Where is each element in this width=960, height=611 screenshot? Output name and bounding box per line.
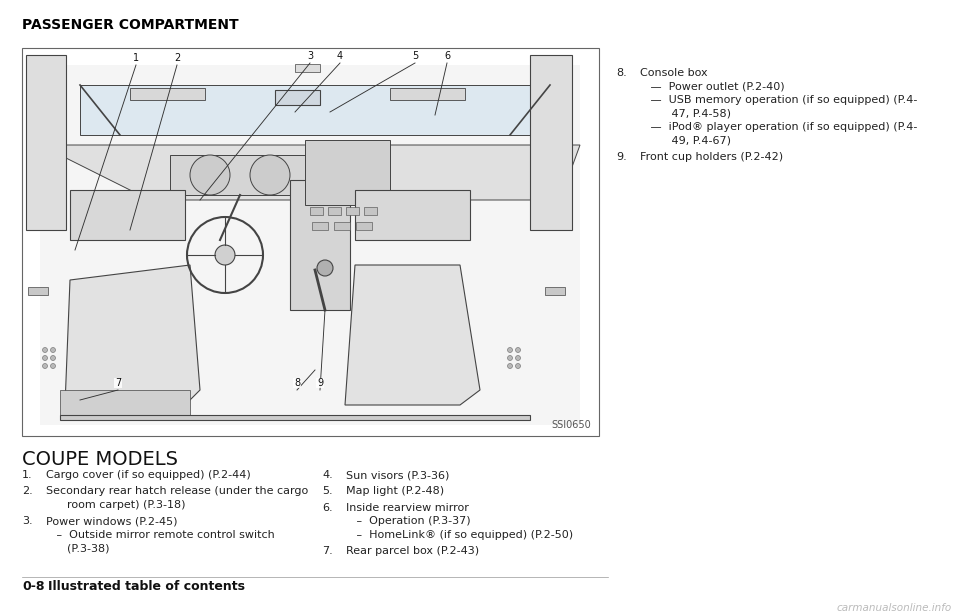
Text: 47, P.4-58): 47, P.4-58) (640, 109, 731, 119)
Bar (312, 222, 328, 230)
Text: Illustrated table of contents: Illustrated table of contents (48, 580, 245, 593)
Text: 8.: 8. (616, 68, 627, 78)
Bar (26, 55, 66, 230)
Text: —  Power outlet (P.2-40): — Power outlet (P.2-40) (640, 81, 784, 92)
Text: 0-8: 0-8 (22, 580, 44, 593)
Circle shape (508, 356, 513, 360)
Circle shape (516, 356, 520, 360)
Bar (60, 415, 530, 420)
Text: –  Operation (P.3-37): – Operation (P.3-37) (346, 516, 470, 527)
Text: Cargo cover (if so equipped) (P.2-44): Cargo cover (if so equipped) (P.2-44) (46, 470, 251, 480)
Circle shape (516, 364, 520, 368)
Text: 2.: 2. (22, 486, 33, 497)
Text: 1.: 1. (22, 470, 33, 480)
Text: room carpet) (P.3-18): room carpet) (P.3-18) (46, 500, 185, 510)
Bar (28, 287, 48, 295)
Circle shape (42, 348, 47, 353)
Circle shape (508, 364, 513, 368)
Text: 9: 9 (317, 378, 324, 388)
Circle shape (51, 356, 56, 360)
Text: Console box: Console box (640, 68, 708, 78)
Bar (170, 155, 310, 195)
Bar (22, 48, 599, 436)
Bar (60, 390, 190, 415)
Text: (P.3-38): (P.3-38) (46, 544, 109, 554)
Circle shape (317, 260, 333, 276)
Bar (355, 190, 470, 240)
Bar (328, 207, 341, 215)
Circle shape (215, 245, 235, 265)
Circle shape (516, 348, 520, 353)
Bar (530, 55, 572, 230)
Polygon shape (80, 85, 550, 135)
Text: 6.: 6. (322, 503, 332, 513)
Text: Inside rearview mirror: Inside rearview mirror (346, 503, 468, 513)
Text: 4: 4 (337, 51, 343, 61)
Circle shape (42, 356, 47, 360)
Bar (346, 207, 359, 215)
Text: 5: 5 (412, 51, 419, 61)
Text: Secondary rear hatch release (under the cargo: Secondary rear hatch release (under the … (46, 486, 308, 497)
Text: Power windows (P.2-45): Power windows (P.2-45) (46, 516, 178, 527)
Circle shape (508, 348, 513, 353)
Text: 2: 2 (174, 53, 180, 63)
Text: 1: 1 (132, 53, 139, 63)
Bar (390, 88, 465, 100)
Text: Front cup holders (P.2-42): Front cup holders (P.2-42) (640, 152, 783, 162)
Text: 3: 3 (307, 51, 313, 61)
Text: 3.: 3. (22, 516, 33, 527)
Bar (290, 180, 350, 310)
Bar (310, 207, 323, 215)
Circle shape (42, 364, 47, 368)
Polygon shape (345, 265, 480, 405)
Bar (275, 90, 320, 105)
Text: 7.: 7. (322, 546, 333, 557)
Circle shape (190, 155, 230, 195)
Text: 49, P.4-67): 49, P.4-67) (640, 136, 731, 145)
Text: 7: 7 (115, 378, 121, 388)
Circle shape (250, 155, 290, 195)
Text: 6: 6 (444, 51, 450, 61)
Bar (295, 64, 320, 72)
Text: –  Outside mirror remote control switch: – Outside mirror remote control switch (46, 530, 275, 540)
Text: —  USB memory operation (if so equipped) (P.4-: — USB memory operation (if so equipped) … (640, 95, 918, 105)
Bar (364, 207, 377, 215)
Circle shape (51, 348, 56, 353)
Polygon shape (40, 65, 580, 425)
Polygon shape (65, 265, 200, 405)
Text: Rear parcel box (P.2-43): Rear parcel box (P.2-43) (346, 546, 479, 557)
Text: —  iPod® player operation (if so equipped) (P.4-: — iPod® player operation (if so equipped… (640, 122, 918, 132)
Text: COUPE MODELS: COUPE MODELS (22, 450, 178, 469)
Polygon shape (40, 145, 580, 200)
Text: –  HomeLink® (if so equipped) (P.2-50): – HomeLink® (if so equipped) (P.2-50) (346, 530, 573, 540)
Bar (334, 222, 350, 230)
Text: 9.: 9. (616, 152, 627, 162)
Text: 5.: 5. (322, 486, 332, 497)
Circle shape (51, 364, 56, 368)
Text: 8: 8 (294, 378, 300, 388)
Bar (130, 88, 205, 100)
Bar (545, 287, 565, 295)
Text: PASSENGER COMPARTMENT: PASSENGER COMPARTMENT (22, 18, 239, 32)
Bar (356, 222, 372, 230)
Text: SSI0650: SSI0650 (551, 420, 591, 430)
Bar (305, 140, 390, 205)
Text: carmanualsonline.info: carmanualsonline.info (837, 603, 952, 611)
Bar (70, 190, 185, 240)
Text: 4.: 4. (322, 470, 333, 480)
Text: Map light (P.2-48): Map light (P.2-48) (346, 486, 444, 497)
Text: Sun visors (P.3-36): Sun visors (P.3-36) (346, 470, 449, 480)
